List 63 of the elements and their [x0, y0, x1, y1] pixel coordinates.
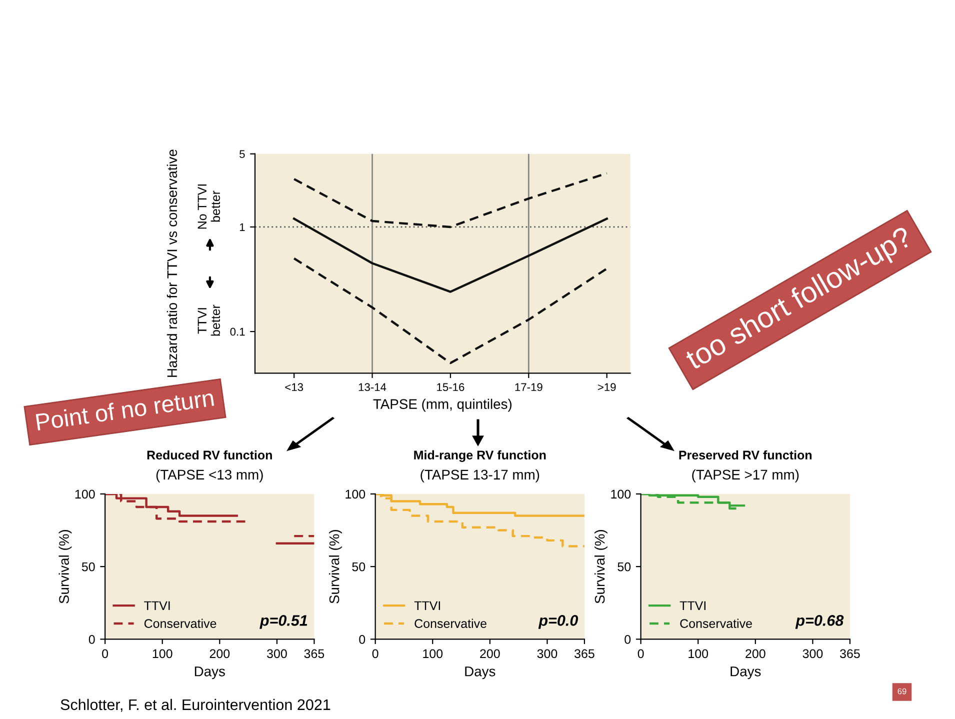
- annotation: p=0.68: [795, 615, 844, 629]
- y-tick-label: 100: [611, 490, 631, 499]
- x-tick-label: 15-16: [437, 383, 464, 392]
- x-tick-label: 17-19: [515, 383, 542, 392]
- x-tick-label: 200: [210, 649, 230, 658]
- x-tick-label: 365: [304, 649, 324, 658]
- y-tick-label: 0: [359, 634, 366, 644]
- x-tick-label: 0: [638, 649, 644, 658]
- line-series: [292, 257, 608, 364]
- y-tick-label: 0: [88, 634, 95, 644]
- x-tick-label: 0: [102, 649, 108, 658]
- y-tick-label: 0.1: [230, 328, 245, 336]
- text: Schlotter, F. et al. Eurointervention 2021: [60, 698, 330, 712]
- y-axis-title: Hazard ratio for TTVI vs conservative: [166, 150, 178, 377]
- x-tick-label: 300: [537, 649, 558, 658]
- legend-label: TTVI: [144, 601, 170, 610]
- x-tick-label: 13-14: [358, 383, 386, 392]
- x-tick-label: 200: [746, 649, 766, 658]
- x-axis-title: TAPSE (mm, quintiles): [373, 398, 512, 412]
- text: TTVI better: [198, 304, 220, 336]
- x-tick-label: 100: [423, 649, 443, 658]
- x-tick-label: 200: [480, 649, 500, 658]
- x-tick-label: 300: [802, 649, 823, 658]
- x-tick-label: 365: [840, 649, 860, 658]
- legend-label: Conservative: [680, 618, 752, 628]
- chart-title: Reduced RV function: [147, 450, 272, 460]
- chart-subtitle: (TAPSE <13 mm): [156, 469, 263, 482]
- chart-subtitle: (TAPSE >17 mm): [692, 469, 799, 482]
- legend-label: TTVI: [680, 601, 706, 610]
- line-series: [292, 218, 608, 293]
- legend-label: Conservative: [144, 618, 216, 628]
- chart-title: Preserved RV function: [679, 450, 812, 460]
- text: No TTVI better: [198, 184, 220, 229]
- y-axis-title: Survival (%): [58, 530, 72, 604]
- y-axis-title: Survival (%): [594, 530, 608, 604]
- y-axis-title: Survival (%): [329, 530, 342, 604]
- y-tick-label: 5: [240, 150, 245, 158]
- line-series: [292, 172, 608, 228]
- annotation: p=0.51: [260, 615, 308, 629]
- legend-label: Conservative: [414, 618, 486, 628]
- x-tick-label: 100: [152, 649, 172, 658]
- annotation: p=0.0: [538, 615, 578, 629]
- x-tick-label: 100: [688, 649, 708, 658]
- x-tick-label: 300: [267, 649, 287, 658]
- legend-label: TTVI: [414, 601, 440, 610]
- x-tick-label: <13: [285, 383, 304, 392]
- y-tick-label: 50: [352, 562, 366, 572]
- x-tick-label: 365: [574, 649, 594, 658]
- x-axis-title: Days: [465, 666, 496, 680]
- chart-subtitle: (TAPSE 13-17 mm): [420, 469, 540, 482]
- text: 69: [898, 688, 906, 694]
- x-tick-label: 0: [372, 649, 378, 658]
- x-axis-title: Days: [194, 666, 225, 680]
- chart-title: Mid-range RV function: [414, 450, 546, 462]
- y-tick-label: 50: [618, 562, 631, 572]
- x-axis-title: Days: [730, 666, 761, 680]
- y-tick-label: 50: [82, 562, 95, 572]
- text: Point of no return: [36, 388, 214, 431]
- y-tick-label: 0: [624, 634, 631, 644]
- y-tick-label: 100: [75, 490, 95, 499]
- y-tick-label: 100: [346, 490, 366, 499]
- x-tick-label: >19: [598, 383, 616, 392]
- y-tick-label: 1: [240, 223, 245, 231]
